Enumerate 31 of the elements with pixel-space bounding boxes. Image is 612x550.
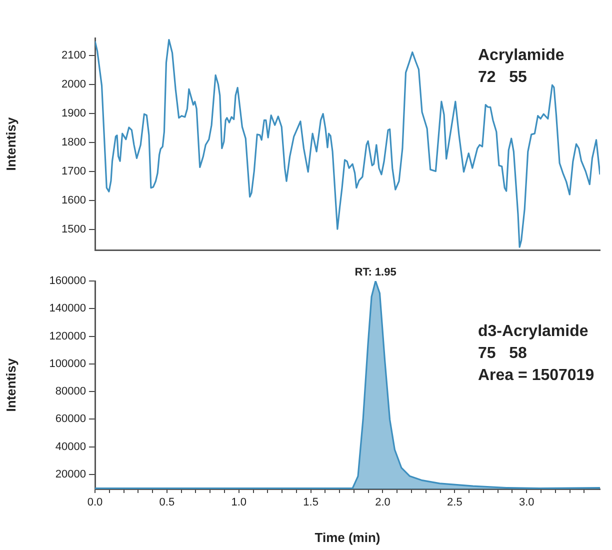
y-axis-title: Intentisy bbox=[3, 116, 18, 171]
x-tick-label: 3.0 bbox=[518, 496, 534, 509]
annotation: d3-Acrylamide bbox=[478, 323, 588, 340]
x-tick-label: 0.0 bbox=[87, 496, 103, 509]
x-tick-label: 2.5 bbox=[447, 496, 462, 509]
y-tick-label: 1800 bbox=[62, 136, 86, 149]
annotation: 72 55 bbox=[478, 69, 528, 86]
y-tick-label: 20000 bbox=[55, 468, 86, 481]
x-tick-label: 0.5 bbox=[159, 496, 175, 509]
y-tick-label: 120000 bbox=[49, 330, 86, 342]
y-tick-label: 60000 bbox=[55, 413, 86, 426]
y-tick-label: 1600 bbox=[62, 194, 86, 207]
x-tick-label: 1.5 bbox=[303, 496, 318, 509]
x-axis-title: Time (min) bbox=[314, 530, 380, 545]
x-tick-label: 1.0 bbox=[231, 496, 247, 509]
y-tick-label: 1900 bbox=[62, 108, 86, 120]
y-tick-label: 160000 bbox=[49, 275, 86, 288]
y-tick-label: 40000 bbox=[55, 440, 86, 453]
y-tick-label: 2000 bbox=[62, 78, 86, 90]
annotation: RT: 1.95 bbox=[354, 266, 396, 279]
y-tick-label: 80000 bbox=[55, 386, 86, 398]
annotation: Area = 1507019 bbox=[478, 367, 594, 384]
y-tick-label: 140000 bbox=[49, 302, 86, 315]
y-tick-label: 2100 bbox=[62, 49, 86, 62]
y-tick-label: 1500 bbox=[62, 224, 86, 236]
y-tick-label: 1700 bbox=[62, 166, 86, 178]
y-axis-title: Intentisy bbox=[3, 358, 18, 412]
y-tick-label: 100000 bbox=[49, 358, 86, 370]
annotation: Acrylamide bbox=[478, 47, 564, 64]
x-tick-label: 2.0 bbox=[375, 496, 390, 509]
annotation: 75 58 bbox=[478, 345, 528, 362]
